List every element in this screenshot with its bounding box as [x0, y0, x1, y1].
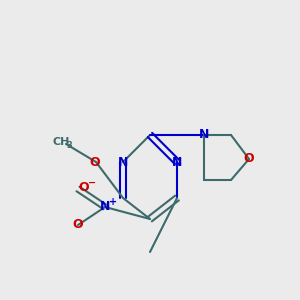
Text: 3: 3 — [67, 141, 73, 150]
Text: N: N — [100, 200, 110, 214]
Text: −: − — [88, 177, 97, 188]
Text: CH: CH — [53, 136, 70, 147]
Text: O: O — [73, 218, 83, 232]
Text: +: + — [109, 196, 118, 207]
Text: N: N — [199, 128, 209, 142]
Text: O: O — [89, 155, 100, 169]
Text: N: N — [118, 155, 128, 169]
Text: N: N — [172, 155, 182, 169]
Text: O: O — [244, 152, 254, 166]
Text: O: O — [79, 181, 89, 194]
